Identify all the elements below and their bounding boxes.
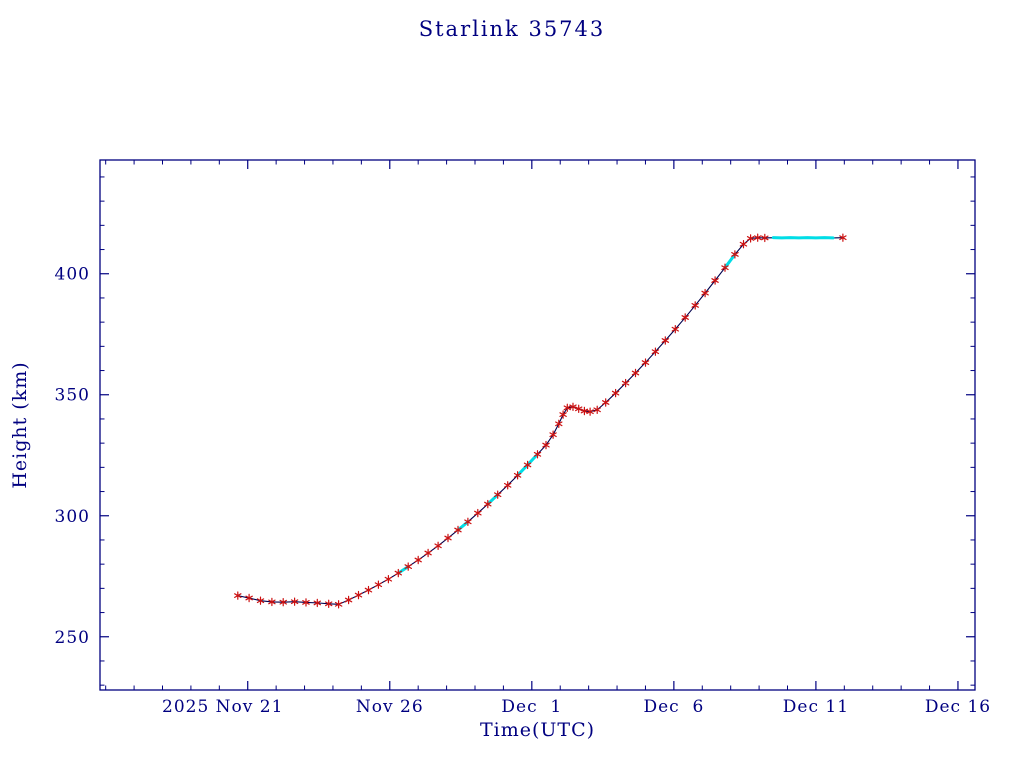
data-point-marker (691, 301, 699, 310)
data-point-marker (611, 388, 620, 398)
y-tick-label: 250 (55, 628, 90, 648)
data-point-marker (424, 548, 432, 558)
data-point-marker (731, 250, 739, 259)
data-point-marker (569, 402, 577, 411)
x-tick-label: Dec 6 (643, 697, 704, 717)
data-point-marker (739, 240, 748, 249)
data-point-marker (245, 593, 253, 603)
data-point-marker (279, 598, 287, 607)
data-point-marker (484, 499, 492, 509)
data-point-marker (325, 599, 333, 608)
x-tick-label: Dec 1 (501, 697, 562, 717)
data-point-marker (434, 541, 442, 550)
data-point-marker (593, 405, 601, 414)
data-point-marker (631, 368, 640, 378)
highlight-segment (723, 252, 737, 270)
data-point-marker (651, 347, 660, 356)
data-point-marker (464, 517, 472, 526)
data-point-marker (268, 597, 276, 607)
data-point-marker (256, 596, 265, 605)
data-point-marker (555, 419, 563, 428)
data-point-marker (394, 568, 402, 578)
y-tick-label: 400 (55, 265, 90, 285)
data-point-marker (234, 591, 242, 600)
data-point-marker (533, 450, 542, 459)
data-point-marker (313, 598, 321, 608)
data-point-marker (621, 378, 630, 388)
axis-frame (99, 159, 976, 691)
data-point-marker (754, 233, 762, 242)
data-point-marker (444, 533, 452, 543)
data-point-marker (344, 595, 353, 605)
data-point-marker (414, 555, 422, 565)
data-point-marker (602, 398, 610, 407)
data-point-marker (364, 585, 373, 595)
data-point-marker (542, 440, 550, 450)
data-point-marker (641, 358, 650, 367)
data-point-marker (701, 288, 709, 298)
data-point-marker (354, 590, 363, 600)
x-tick-label: Nov 26 (356, 697, 424, 717)
data-point-marker (681, 313, 689, 322)
y-tick-label: 300 (55, 507, 90, 527)
x-axis-label: Time(UTC) (479, 719, 596, 741)
data-point-marker (721, 263, 729, 272)
data-point-marker (661, 336, 670, 345)
data-point-marker (575, 404, 583, 413)
x-tick-label: Dec 11 (783, 697, 849, 717)
data-point-marker (384, 575, 393, 584)
data-point-marker (523, 460, 532, 470)
data-point-marker (559, 410, 567, 419)
data-point-marker (474, 508, 482, 518)
data-point-marker (513, 471, 522, 480)
chart-title: Starlink 35743 (418, 17, 606, 41)
data-point-marker (334, 600, 343, 609)
data-point-marker (302, 598, 310, 607)
data-point-marker (586, 407, 594, 416)
data-point-marker (494, 490, 502, 499)
y-tick-label: 350 (55, 386, 90, 406)
data-point-marker (839, 233, 847, 242)
y-axis-label: Height (km) (9, 361, 31, 489)
data-point-marker (290, 597, 299, 606)
data-point-marker (761, 233, 769, 243)
x-tick-label: Dec 16 (925, 697, 991, 717)
data-point-marker (671, 325, 679, 334)
height-line (237, 237, 843, 605)
data-point-marker (563, 403, 571, 412)
data-point-marker (549, 430, 557, 439)
data-point-marker (746, 234, 755, 243)
data-point-marker (404, 562, 412, 571)
data-point-marker (504, 481, 512, 490)
data-point-marker (454, 525, 462, 535)
data-point-marker (711, 276, 719, 285)
x-tick-label: 2025 Nov 21 (162, 697, 283, 717)
data-point-marker (374, 580, 383, 589)
